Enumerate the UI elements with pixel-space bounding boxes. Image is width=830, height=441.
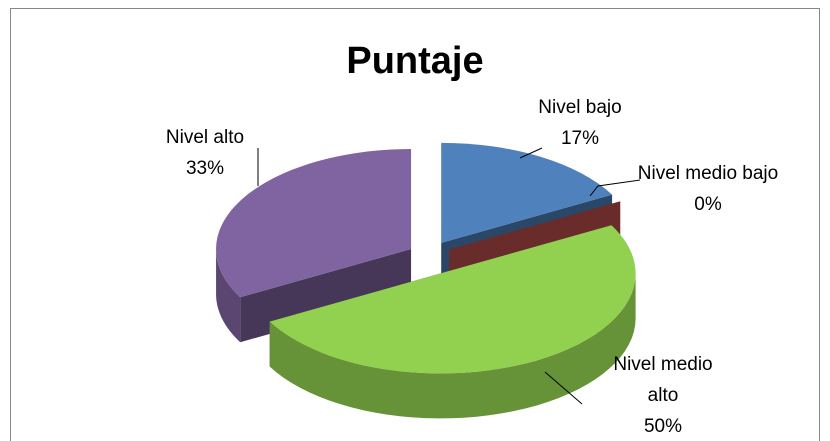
data-label: Nivel medio bajo 0% <box>633 158 783 220</box>
category-label: Nivel bajo <box>538 97 622 118</box>
leader-line <box>589 179 641 197</box>
data-label: Nivel bajo 17% <box>510 92 650 154</box>
data-label: Nivel alto 33% <box>135 122 275 184</box>
data-label: Nivel medio alto 50% <box>603 349 723 441</box>
pie-slice <box>269 225 636 374</box>
category-label: Nivel medio bajo <box>637 163 779 184</box>
chart-frame <box>10 8 820 441</box>
value-label: 0% <box>694 194 722 215</box>
leader-line <box>519 147 543 159</box>
pie-slice <box>216 149 412 298</box>
category-label: Nivel alto <box>165 127 245 148</box>
slice-wall <box>269 273 636 419</box>
value-label: 50% <box>643 416 683 437</box>
chart-title: Puntaje <box>346 40 484 82</box>
slice-wall <box>216 249 241 343</box>
category-label: Nivel medio alto <box>613 354 713 406</box>
value-label: 33% <box>185 158 225 179</box>
pie-slice <box>441 142 613 243</box>
leader-line <box>544 371 583 405</box>
value-label: 17% <box>560 128 600 149</box>
